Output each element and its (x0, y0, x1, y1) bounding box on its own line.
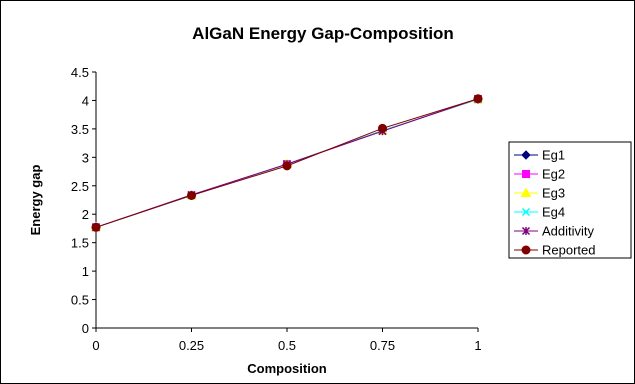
legend-marker (521, 226, 531, 236)
y-tick-label: 1 (82, 264, 89, 279)
x-tick-label: 0.25 (179, 338, 204, 353)
data-point (473, 94, 483, 104)
y-tick-label: 1.5 (71, 236, 89, 251)
legend-marker (521, 207, 531, 217)
x-tick-label: 1 (474, 338, 481, 353)
data-point (187, 190, 196, 200)
y-tick-label: 3.5 (71, 122, 89, 137)
legend-item-eg2: Eg2 (514, 167, 565, 182)
legend-item-additivity: Additivity (514, 224, 595, 239)
legend-label: Eg3 (542, 186, 565, 201)
y-tick-label: 2.5 (71, 179, 89, 194)
legend-box (508, 141, 632, 259)
chart-title: AlGaN Energy Gap-Composition (192, 24, 454, 43)
y-tick-label: 4 (82, 93, 89, 108)
x-axis-label: Composition (247, 361, 326, 376)
data-point (378, 123, 387, 133)
legend-label: Additivity (542, 224, 595, 239)
legend-marker (521, 150, 531, 160)
y-axis-label: Energy gap (28, 165, 43, 236)
legend-item-eg3: Eg3 (514, 186, 565, 201)
y-tick-label: 2 (82, 207, 89, 222)
y-tick-label: 3 (82, 150, 89, 165)
legend-item-eg1: Eg1 (514, 148, 565, 163)
y-tick-label: 4.5 (71, 65, 89, 80)
legend-label: Reported (542, 243, 595, 258)
y-tick-label: 0.5 (71, 293, 89, 308)
legend-marker (521, 245, 531, 255)
legend-item-reported: Reported (514, 243, 595, 258)
legend-label: Eg2 (542, 167, 565, 182)
axes: 0 0.5 1 1.5 2 2.5 3 3.5 4 4.5 0 0.25 0.5 0.75 1 (71, 65, 482, 353)
legend-label: Eg1 (542, 148, 565, 163)
legend-label: Eg4 (542, 205, 565, 220)
legend: Eg1 Eg2 Eg3 Eg4 Additivity Reported (508, 141, 632, 259)
series-layer (90, 93, 484, 233)
legend-marker (520, 187, 532, 197)
legend-marker (522, 170, 530, 178)
data-point (282, 161, 292, 171)
x-tick-label: 0.5 (278, 338, 296, 353)
x-tick-label: 0.75 (370, 338, 395, 353)
data-point (91, 222, 101, 232)
series-reported (91, 94, 483, 232)
x-tick-label: 0 (92, 338, 99, 353)
legend-item-eg4: Eg4 (514, 205, 565, 220)
y-tick-label: 0 (82, 321, 89, 336)
